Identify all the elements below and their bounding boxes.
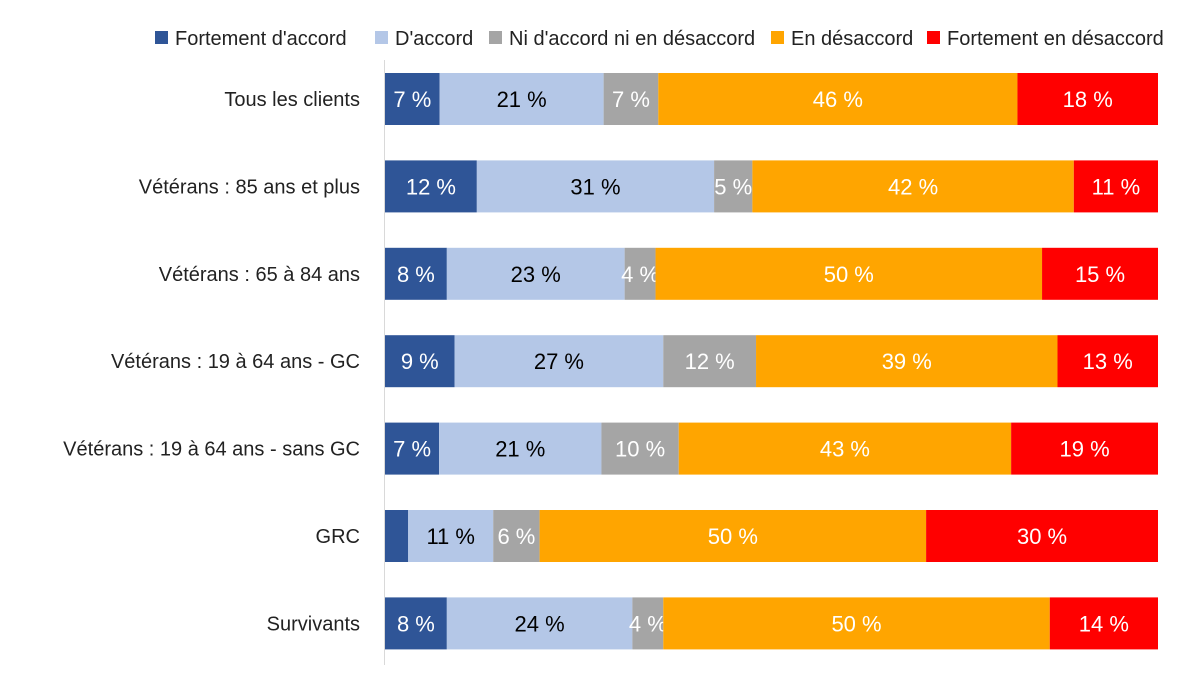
data-label: 6 % — [497, 524, 535, 549]
bar-segment — [385, 510, 409, 562]
data-label: 18 % — [1063, 87, 1113, 112]
bar-segment — [476, 160, 715, 213]
data-label: 4 % — [621, 262, 659, 287]
bar-segment — [714, 160, 753, 213]
category-label: Vétérans : 19 à 64 ans - GC — [111, 351, 360, 373]
data-label: 21 % — [495, 437, 545, 462]
data-label: 12 % — [406, 174, 456, 199]
bar-segment — [385, 247, 447, 300]
data-label: 46 % — [813, 87, 863, 112]
legend-swatch — [155, 31, 168, 44]
data-label: 50 % — [831, 611, 881, 636]
category-label: Vétérans : 85 ans et plus — [139, 176, 360, 198]
bar-segment — [752, 160, 1074, 213]
legend-label: Fortement en désaccord — [947, 28, 1164, 50]
data-label: 11 % — [1092, 174, 1141, 199]
bar-segment — [493, 510, 540, 562]
bar-segment — [655, 247, 1043, 300]
bar-segment — [756, 335, 1058, 388]
legend-label: En désaccord — [791, 28, 913, 50]
category-label: Survivants — [267, 613, 360, 635]
data-label: 42 % — [888, 174, 938, 199]
data-label: 21 % — [497, 87, 547, 112]
data-label: 14 % — [1079, 611, 1129, 636]
legend-swatch — [771, 31, 784, 44]
data-label: 7 % — [612, 87, 650, 112]
bar-segment — [1057, 335, 1158, 388]
bar-segment — [1011, 422, 1158, 475]
bar-segment — [408, 510, 494, 562]
bar-segment — [603, 73, 659, 125]
data-label: 31 % — [570, 174, 620, 199]
data-label: 50 % — [824, 262, 874, 287]
bar-segment — [678, 422, 1012, 475]
data-label: 12 % — [685, 349, 735, 374]
bar-segment — [663, 597, 1050, 650]
bar-segment — [454, 335, 664, 388]
bar-segment — [1017, 73, 1158, 125]
legend-swatch — [489, 31, 502, 44]
bar-segment — [385, 160, 477, 213]
bar-segment — [539, 510, 927, 562]
data-label: 10 % — [615, 437, 665, 462]
bar-segment — [385, 422, 440, 475]
legend-label: Fortement d'accord — [175, 28, 347, 50]
bar-segment — [1073, 160, 1158, 213]
category-label: Tous les clients — [224, 89, 360, 111]
bar-segment — [385, 597, 447, 650]
bar-segment — [624, 247, 656, 300]
data-label: 9 % — [401, 349, 439, 374]
bar-segment — [446, 597, 633, 650]
data-label: 8 % — [397, 611, 435, 636]
data-label: 23 % — [511, 262, 561, 287]
bar-segment — [601, 422, 679, 475]
legend-label: D'accord — [395, 28, 473, 50]
data-label: 4 % — [629, 611, 667, 636]
bar-segment — [446, 247, 625, 300]
data-label: 50 % — [708, 524, 758, 549]
legend-swatch — [927, 31, 940, 44]
category-label: Vétérans : 65 à 84 ans — [159, 264, 360, 286]
data-label: 43 % — [820, 437, 870, 462]
bar-segment — [926, 510, 1158, 562]
category-label: GRC — [316, 526, 360, 548]
bar-segment — [439, 422, 602, 475]
bar-segment — [1049, 597, 1158, 650]
data-label: 24 % — [515, 611, 565, 636]
bar-segment — [632, 597, 664, 650]
data-label: 13 % — [1083, 349, 1133, 374]
legend-swatch — [375, 31, 388, 44]
data-label: 11 % — [426, 524, 475, 549]
bar-segment — [385, 73, 440, 125]
data-label: 8 % — [397, 262, 435, 287]
data-label: 30 % — [1017, 524, 1067, 549]
legend-label: Ni d'accord ni en désaccord — [509, 28, 755, 50]
bar-segment — [439, 73, 604, 125]
bar-segment — [1042, 247, 1158, 300]
category-label: Vétérans : 19 à 64 ans - sans GC — [63, 439, 360, 461]
data-label: 7 % — [393, 437, 431, 462]
bar-segment — [663, 335, 757, 388]
data-label: 27 % — [534, 349, 584, 374]
data-label: 15 % — [1075, 262, 1125, 287]
data-label: 5 % — [714, 174, 752, 199]
bar-segment — [385, 335, 455, 388]
data-label: 19 % — [1059, 437, 1109, 462]
data-label: 39 % — [882, 349, 932, 374]
bar-segment — [658, 73, 1018, 125]
data-label: 7 % — [393, 87, 431, 112]
